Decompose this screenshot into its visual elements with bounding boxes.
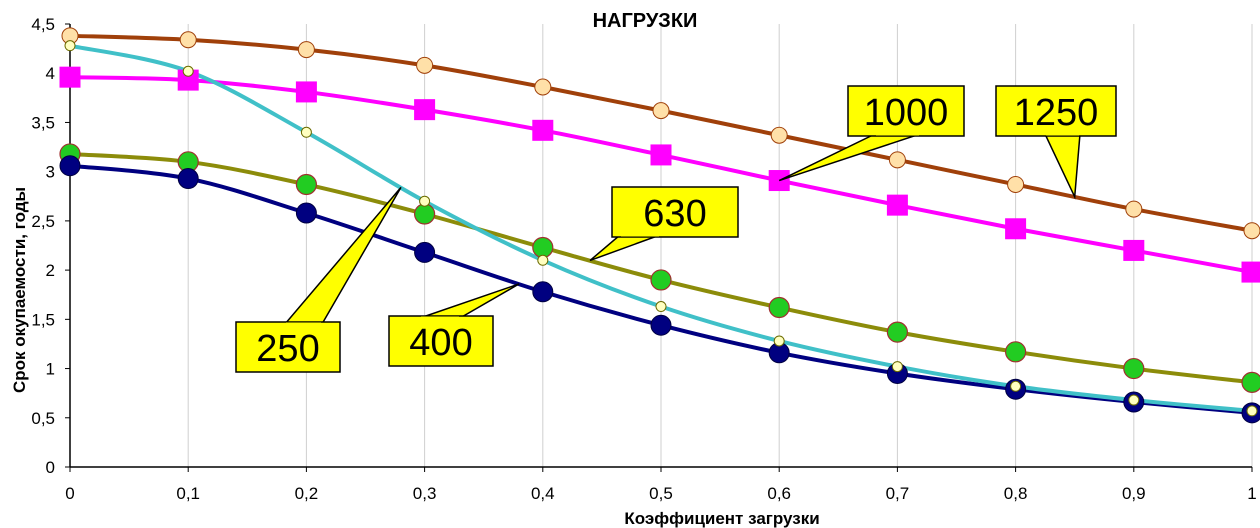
data-point-1250	[1243, 222, 1260, 240]
chart-title: НАГРУЗКИ	[593, 10, 698, 32]
data-point-1250	[416, 56, 434, 74]
data-point-630	[768, 296, 790, 319]
data-point-250	[1128, 394, 1140, 406]
data-point-1250	[534, 78, 552, 96]
y-tick-label: 0,5	[31, 409, 55, 428]
y-tick-label: 1,5	[31, 310, 55, 329]
x-tick-label: 0,8	[1004, 484, 1028, 503]
series-layer	[59, 27, 1260, 424]
data-point-250	[655, 301, 667, 313]
axes	[65, 23, 1253, 472]
callout-box	[235, 321, 341, 373]
y-tick-label: 2	[46, 261, 55, 280]
tick-labels: 0 0,5 1 1,5 2 2,5 3 3,5 4 4,5 0 0,1 0,2 0,3 0,4 0,5 0,6 0…	[31, 15, 1256, 503]
data-point-1250	[297, 41, 315, 59]
x-tick-label: 0,4	[531, 484, 555, 503]
data-point-250	[1010, 380, 1022, 392]
data-point-630	[1123, 357, 1145, 380]
data-point-250	[64, 40, 76, 52]
data-point-250	[419, 195, 431, 207]
series-line-250	[69, 43, 1253, 413]
callout-label: 250	[256, 328, 319, 370]
data-point-400	[295, 202, 317, 224]
callout-box	[995, 85, 1117, 137]
y-axis-title: Срок окупаемости, годы	[10, 187, 29, 393]
data-point-250	[1246, 405, 1258, 417]
callout-630: 630	[589, 186, 739, 262]
data-point-400	[59, 155, 81, 177]
data-point-630	[886, 321, 909, 343]
callout-box	[611, 186, 739, 238]
data-point-1000	[1123, 239, 1145, 261]
series-markers	[59, 27, 1260, 424]
y-tick-label: 0	[46, 458, 55, 477]
data-point-1250	[179, 31, 197, 49]
x-tick-label: 1	[1247, 484, 1256, 503]
x-tick-label: 0,7	[886, 484, 910, 503]
callout-label: 630	[643, 193, 706, 235]
data-point-400	[177, 168, 199, 190]
data-point-400	[414, 241, 436, 263]
data-point-1250	[888, 151, 906, 169]
data-point-250	[537, 254, 549, 266]
callout-label: 400	[409, 322, 472, 364]
callout-box	[388, 315, 494, 367]
x-tick-label: 0,1	[176, 484, 200, 503]
callout-400: 400	[388, 283, 520, 367]
callout-250: 250	[235, 186, 402, 373]
data-point-630	[650, 269, 672, 291]
data-point-1000	[532, 119, 554, 141]
y-tick-label: 4,5	[31, 15, 55, 34]
y-tick-label: 1	[46, 360, 55, 379]
x-tick-label: 0,2	[295, 484, 319, 503]
x-tick-label: 0,6	[767, 484, 791, 503]
data-point-630	[1241, 371, 1260, 393]
data-point-250	[773, 335, 785, 347]
data-point-630	[295, 173, 317, 196]
y-tick-label: 3,5	[31, 113, 55, 132]
data-point-1250	[1125, 200, 1143, 218]
data-point-1000	[59, 66, 81, 88]
callout-pointer	[1043, 133, 1081, 200]
data-point-400	[532, 281, 554, 303]
callout-label: 1250	[1014, 92, 1099, 134]
data-point-1000	[1005, 218, 1027, 240]
data-point-250	[300, 126, 312, 138]
data-point-400	[650, 314, 672, 336]
data-point-1000	[650, 144, 672, 166]
x-tick-label: 0,3	[413, 484, 437, 503]
data-point-1250	[770, 126, 788, 144]
data-point-1000	[295, 81, 317, 103]
data-point-1000	[886, 194, 908, 216]
data-point-250	[182, 65, 194, 77]
callout-label: 1000	[864, 92, 949, 134]
data-point-1000	[414, 99, 436, 121]
data-point-1250	[1007, 175, 1025, 193]
data-point-1250	[652, 102, 670, 120]
y-tick-label: 2,5	[31, 212, 55, 231]
callout-box	[847, 85, 965, 137]
data-point-1000	[1241, 261, 1260, 283]
data-point-630	[532, 236, 554, 259]
callout-pointer	[589, 234, 661, 262]
callout-layer: 1250 1000 630 400 250	[235, 85, 1117, 373]
y-tick-label: 4	[46, 64, 55, 83]
x-tick-label: 0,9	[1122, 484, 1146, 503]
data-point-250	[891, 361, 903, 373]
data-point-630	[1004, 341, 1027, 363]
x-tick-label: 0,5	[649, 484, 673, 503]
callout-1000: 1000	[778, 85, 965, 182]
x-axis-title: Коэффициент загрузки	[624, 509, 819, 528]
data-point-630	[414, 203, 436, 225]
callout-pointer	[419, 283, 520, 319]
x-tick-label: 0	[65, 484, 74, 503]
callout-1250: 1250	[995, 85, 1117, 200]
y-tick-label: 3	[46, 163, 55, 182]
